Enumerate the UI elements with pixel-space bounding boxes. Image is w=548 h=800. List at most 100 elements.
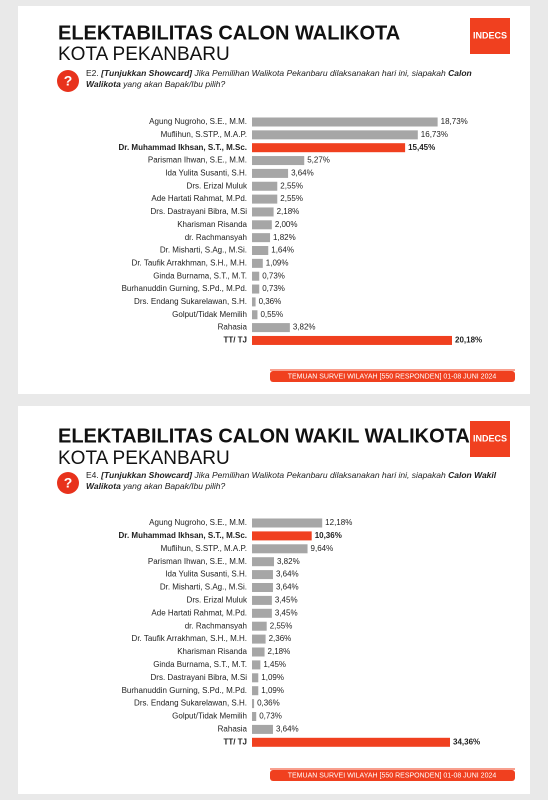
value-label: 3,64% [291,169,314,178]
subtitle: KOTA PEKANBARU [58,44,230,65]
bar [252,724,273,734]
category-label: Drs. Endang Sukarelawan, S.H. [134,699,247,708]
bar [252,168,289,178]
bar [252,647,265,657]
bar [252,557,275,567]
value-label: 3,82% [277,557,300,566]
bar [252,544,308,554]
bar [252,143,406,153]
value-label: 3,64% [276,725,299,734]
category-label: Muflihun, S.STP., M.A.P. [161,130,247,139]
question: E4. [Tunjukkan Showcard] Jika Pemilihan … [86,470,506,492]
bar [252,531,312,541]
value-label: 1,09% [261,686,284,695]
category-label: Ade Hartati Rahmat, M.Pd. [151,194,247,203]
logo: INDECS [473,30,507,40]
category-label: Ade Hartati Rahmat, M.Pd. [151,608,247,617]
bar [252,246,269,255]
value-label: 0,73% [262,271,285,280]
value-label: 3,82% [293,323,316,332]
bar [252,194,278,204]
footer: TEMUAN SURVEI WILAYAH [550 RESPONDEN] 01… [288,373,497,380]
bar [252,156,305,166]
category-label: Dr. Taufik Arrakhman, S.H., M.H. [132,634,247,643]
value-label: 2,55% [280,194,303,203]
category-label: TT/ TJ [223,737,247,746]
bar [252,220,272,230]
category-label: dr. Rachmansyah [185,621,247,630]
category-label: Ginda Burnama, S.T., M.T. [153,271,247,280]
bar [252,660,261,670]
category-label: Dr. Muhammad Ikhsan, S.T., M.Sc. [119,531,247,540]
value-label: 1,09% [261,673,284,682]
bar [252,595,272,605]
value-label: 0,36% [257,699,280,708]
title: ELEKTABILITAS CALON WALIKOTA [58,22,400,44]
category-label: Rahasia [218,323,248,332]
subtitle: KOTA PEKANBARU [58,448,230,469]
bar [252,297,256,307]
value-label: 2,18% [277,207,300,216]
question-part: Jika Pemilihan Walikota Pekanbaru dilaks… [194,470,446,480]
category-label: Golput/Tidak Memilih [172,310,247,319]
bar [252,673,259,683]
value-label: 0,73% [262,284,285,293]
value-label: 9,64% [311,544,334,553]
value-label: 1,45% [263,660,286,669]
value-label: 3,64% [276,570,299,579]
bar [252,634,266,644]
bar [252,130,418,140]
value-label: 2,55% [270,621,293,630]
category-label: Drs. Endang Sukarelawan, S.H. [134,297,247,306]
logo: INDECS [473,433,507,443]
value-label: 3,45% [275,608,298,617]
value-label: 1,64% [271,246,294,255]
bar [252,712,257,721]
category-label: Ginda Burnama, S.T., M.T. [153,660,247,669]
value-label: 1,82% [273,233,296,242]
question-icon [57,472,79,494]
category-label: Rahasia [218,725,248,734]
value-label: 5,27% [307,156,330,165]
question-part: yang akan Bapak/Ibu pilih? [123,481,226,491]
category-label: Dr. Muhammad Ikhsan, S.T., M.Sc. [119,143,247,152]
category-label: Drs. Erizal Muluk [187,181,248,190]
category-label: Agung Nugroho, S.E., M.M. [149,117,247,126]
bar [252,207,274,217]
bar [252,323,290,333]
category-label: Kharisman Risanda [177,220,247,229]
question-icon-mark: ? [64,73,73,89]
category-label: Burhanuddin Gurning, S.Pd., M.Pd. [122,284,247,293]
bar [252,686,259,696]
bar [252,233,271,243]
value-label: 2,36% [269,634,292,643]
value-label: 18,73% [441,117,468,126]
category-label: Ida Yulita Susanti, S.H. [165,570,247,579]
bar [252,258,263,268]
category-label: Muflihun, S.STP., M.A.P. [161,544,247,553]
bar [252,181,278,191]
footer: TEMUAN SURVEI WILAYAH [550 RESPONDEN] 01… [288,772,497,779]
question-part: Calon Walikota [86,68,472,89]
value-label: 16,73% [421,130,448,139]
value-label: 2,18% [268,647,291,656]
bar [252,583,273,592]
value-label: 0,73% [259,712,282,721]
category-label: Drs. Erizal Muluk [187,596,248,605]
bar [252,310,258,320]
value-label: 34,36% [453,737,480,746]
bar [252,699,255,709]
value-label: 2,00% [275,220,298,229]
category-label: Drs. Dastrayani Bibra, M.Si [151,673,248,682]
bar [252,284,260,294]
category-label: Parisman Ihwan, S.E., M.M. [148,156,247,165]
bar [252,518,323,528]
bar [252,117,438,127]
value-label: 15,45% [408,143,435,152]
category-label: Parisman Ihwan, S.E., M.M. [148,557,247,566]
bar [252,570,273,580]
value-label: 3,45% [275,596,298,605]
question-part: E4. [86,470,99,480]
